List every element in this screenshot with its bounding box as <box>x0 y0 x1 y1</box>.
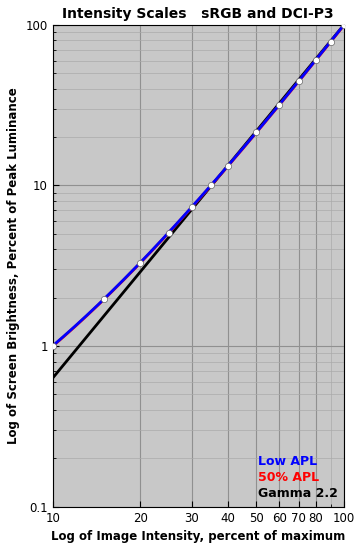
Y-axis label: Log of Screen Brightness, Percent of Peak Luminance: Log of Screen Brightness, Percent of Pea… <box>7 87 20 444</box>
X-axis label: Log of Image Intensity, percent of maximum: Log of Image Intensity, percent of maxim… <box>51 530 345 543</box>
Title: Intensity Scales   sRGB and DCI-P3: Intensity Scales sRGB and DCI-P3 <box>63 7 334 21</box>
Legend: Low APL, 50% APL, Gamma 2.2: Low APL, 50% APL, Gamma 2.2 <box>258 455 338 500</box>
